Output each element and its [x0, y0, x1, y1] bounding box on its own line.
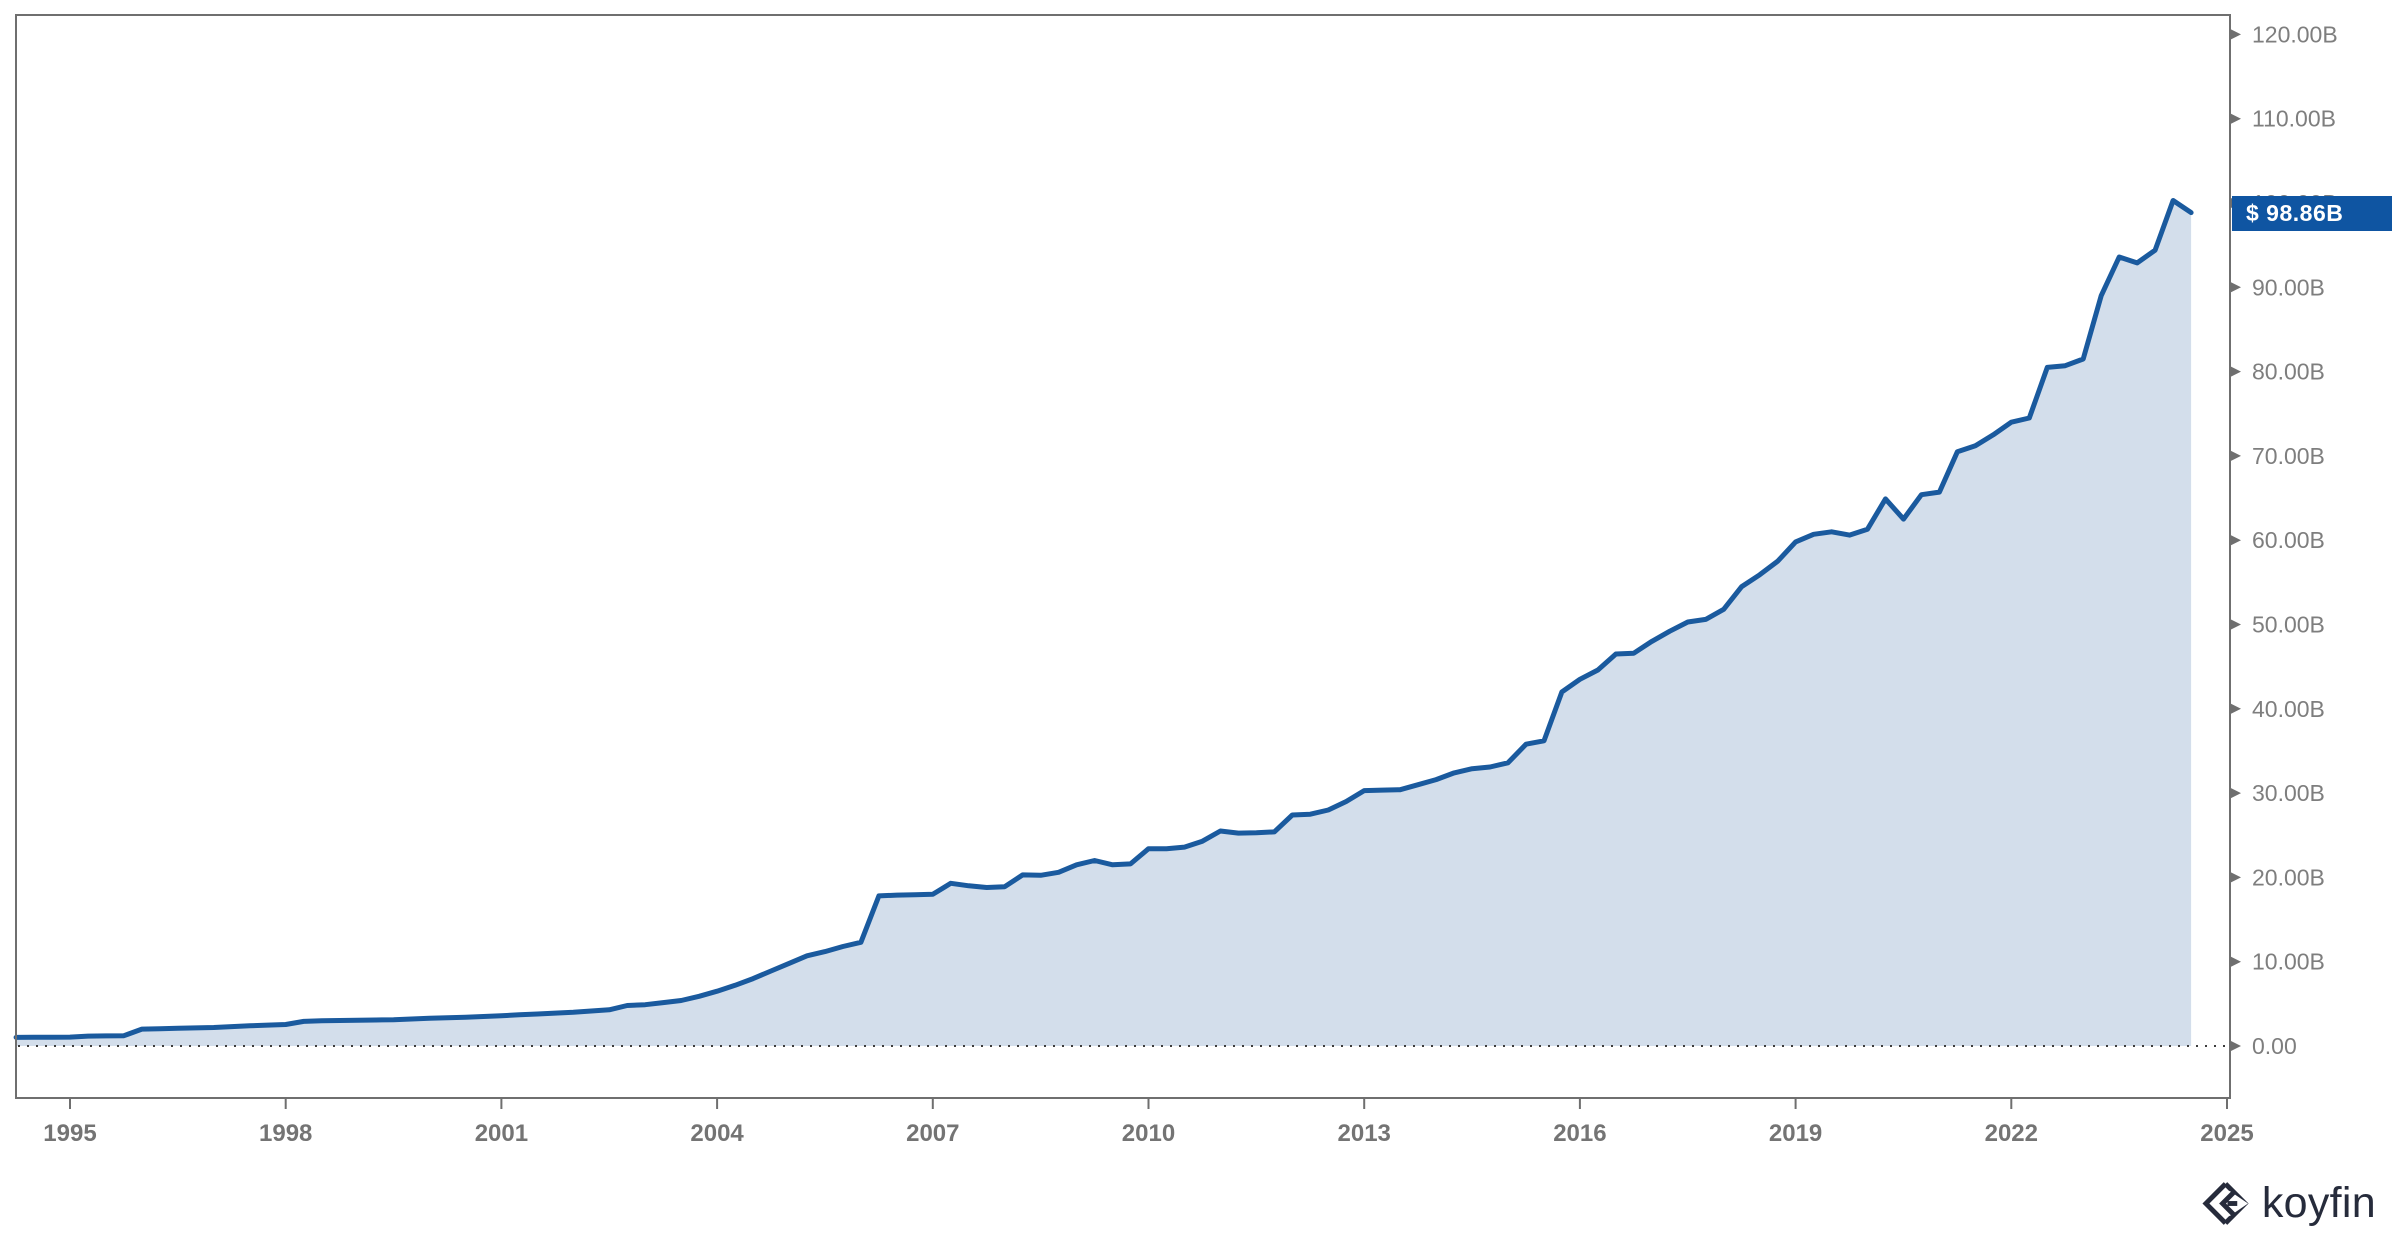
y-tick-label: 90.00B	[2252, 274, 2325, 300]
x-tick-label: 2025	[2200, 1120, 2253, 1147]
x-tick-label: 2004	[690, 1120, 744, 1147]
y-tick-arrow	[2231, 535, 2241, 546]
y-tick-arrow	[2231, 282, 2241, 293]
series-line	[13, 198, 2194, 1040]
last-value-label: $ 98.86B	[2246, 199, 2344, 226]
y-tick-label: 60.00B	[2252, 527, 2325, 553]
x-tick-label: 2022	[1985, 1120, 2038, 1147]
y-tick-arrow	[2231, 956, 2241, 967]
y-tick-arrow	[2231, 113, 2241, 124]
plot-border	[15, 14, 2231, 1099]
y-tick-arrow	[2231, 788, 2241, 799]
koyfin-logo: koyfin	[2202, 1179, 2376, 1228]
y-tick-label: 70.00B	[2252, 443, 2325, 469]
y-tick-label: 30.00B	[2252, 780, 2325, 806]
y-tick-arrow	[2231, 872, 2241, 883]
x-tick-label: 1995	[43, 1120, 96, 1147]
y-tick-label: 120.00B	[2252, 21, 2338, 47]
x-tick-label: 2001	[475, 1120, 528, 1147]
series-area-fill	[16, 200, 2192, 1046]
y-tick-arrow	[2231, 703, 2241, 714]
x-tick-label: 2016	[1553, 1120, 1606, 1147]
y-tick-label: 80.00B	[2252, 359, 2325, 385]
y-tick-arrow	[2231, 450, 2241, 461]
x-tick-label: 2007	[906, 1120, 959, 1147]
x-tick-label: 2013	[1338, 1120, 1391, 1147]
koyfin-logo-text: koyfin	[2261, 1179, 2376, 1227]
koyfin-logo-icon	[2202, 1182, 2249, 1225]
last-value-badge: $ 98.86B	[2232, 195, 2392, 231]
x-tick-label: 1998	[259, 1120, 312, 1147]
y-tick-arrow	[2231, 366, 2241, 377]
x-tick-label: 2019	[1769, 1120, 1822, 1147]
y-tick-label: 10.00B	[2252, 949, 2325, 975]
y-tick-arrow	[2231, 1041, 2241, 1051]
y-tick-label: 20.00B	[2252, 864, 2325, 890]
y-tick-arrow	[2231, 29, 2241, 40]
x-tick-label: 2010	[1122, 1120, 1175, 1147]
y-tick-arrow	[2231, 619, 2241, 630]
y-tick-label: 110.00B	[2252, 106, 2336, 132]
y-tick-label: 40.00B	[2252, 696, 2325, 722]
y-tick-label: 0.00	[2252, 1033, 2297, 1059]
y-tick-label: 50.00B	[2252, 612, 2325, 638]
